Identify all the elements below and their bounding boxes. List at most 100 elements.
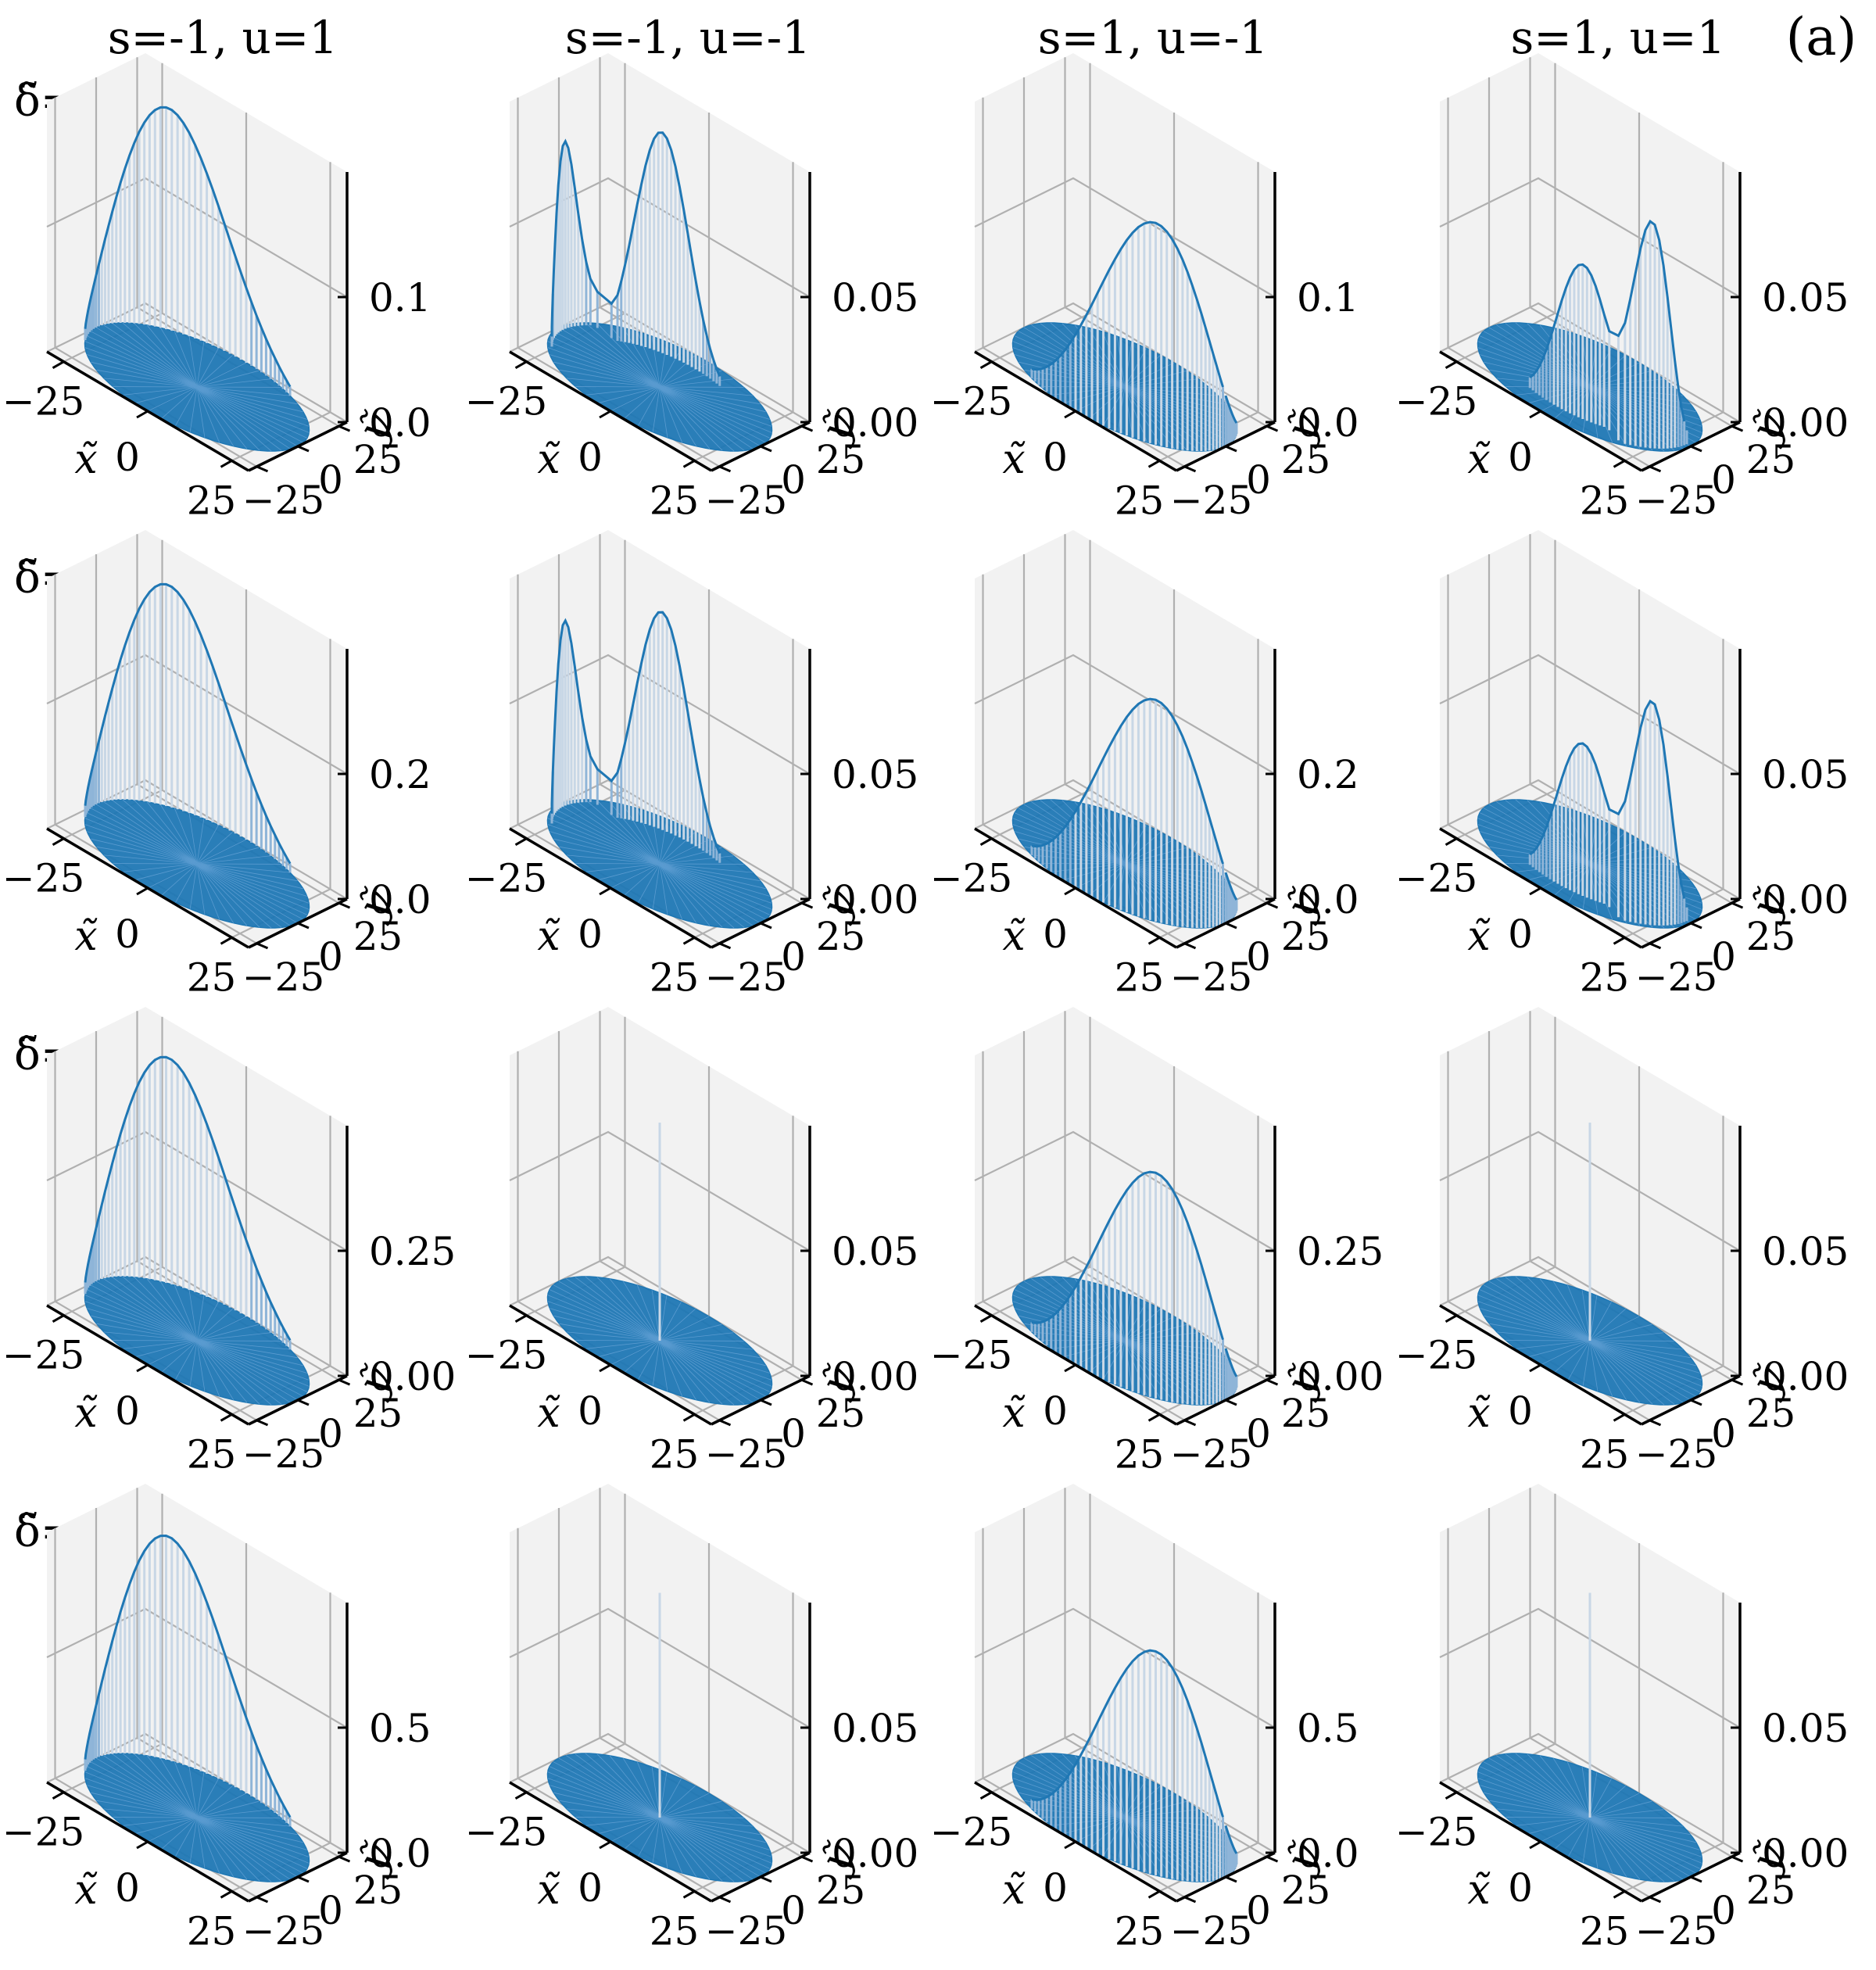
y-tick: [1649, 1419, 1662, 1427]
x-tick-label: 0: [115, 912, 140, 957]
surface-wire: [196, 1316, 247, 1341]
surface-wire: [1589, 1817, 1692, 1878]
x-axis-label: x̃: [1002, 1390, 1026, 1437]
y-tick: [1183, 465, 1197, 473]
surface-wire: [196, 1340, 298, 1359]
x-tick: [599, 1363, 611, 1373]
surface-wire: [1477, 818, 1591, 865]
x-tick-label: 0: [578, 912, 603, 957]
surface-wire: [659, 386, 668, 438]
x-tick-label: −25: [2, 1333, 85, 1378]
surface-wire: [196, 863, 291, 873]
y-tick: [1225, 1399, 1237, 1406]
surface-wire: [196, 1340, 234, 1400]
surface-wire: [1589, 1340, 1702, 1381]
surface-wire: [196, 1817, 304, 1874]
surface-wire: [585, 386, 661, 396]
surface-wire: [1589, 1809, 1664, 1818]
x-tick: [1064, 886, 1076, 896]
surface-wire: [196, 386, 234, 446]
surface-wire: [196, 1340, 272, 1406]
surface-ridge: [1031, 1649, 1224, 1818]
surface-wire: [1019, 1315, 1126, 1341]
surface-wire: [1589, 1817, 1691, 1836]
surface-wire: [1589, 1340, 1702, 1387]
x-tick-label: 0: [578, 435, 603, 480]
surface-wire: [1589, 1817, 1702, 1864]
surface-wire: [87, 354, 198, 388]
surface-wire: [1483, 808, 1591, 865]
surface-wire: [1477, 341, 1591, 388]
surface-wire: [652, 863, 661, 909]
surface-wire: [1087, 1758, 1126, 1818]
surface-wire: [1012, 1295, 1126, 1341]
figure-label: (a): [1786, 7, 1857, 67]
surface-wire: [1050, 799, 1126, 865]
surface-wire: [659, 1332, 734, 1341]
surface-wire: [659, 1340, 767, 1397]
surface-wire: [188, 813, 198, 865]
x-tick: [1147, 937, 1161, 945]
surface-wire: [659, 362, 710, 388]
y-tick: [297, 445, 310, 453]
surface-wire: [553, 1315, 661, 1341]
z-tick-label: 0.00: [1762, 1831, 1849, 1876]
surface-wire: [659, 1817, 754, 1827]
surface-wire: [196, 1340, 310, 1381]
y-tick-label: 0: [1246, 934, 1271, 980]
surface-wire: [659, 1817, 697, 1877]
surface-wire: [659, 1817, 711, 1880]
surface-wire: [1012, 1778, 1126, 1818]
x-axis-label: x̃: [74, 1390, 98, 1437]
x-tick: [220, 1890, 233, 1899]
y-tick: [800, 901, 814, 909]
x-tick: [1147, 460, 1161, 468]
y-tick: [256, 1419, 269, 1427]
surface-wire: [1568, 1817, 1591, 1857]
surface-wire: [146, 801, 198, 865]
surface-wire: [585, 863, 661, 872]
surface-wire: [1527, 1340, 1591, 1358]
surface-wire: [95, 1280, 198, 1341]
surface-wire: [1589, 1817, 1684, 1827]
surface-wire: [90, 331, 198, 388]
surface-wire: [659, 1340, 711, 1403]
z-tick-label: 0.0: [369, 400, 431, 446]
y-tick-label: 25: [353, 437, 403, 482]
surface-wire: [196, 1340, 291, 1350]
surface-wire: [146, 1755, 198, 1818]
surface-wire: [1012, 818, 1126, 865]
x-tick-label: 25: [1580, 478, 1630, 523]
x-tick: [220, 1413, 233, 1422]
surface-wire: [549, 1289, 661, 1341]
surface-wire: [1589, 863, 1641, 926]
surface-wire: [196, 863, 248, 926]
y-tick-label: 0: [1246, 457, 1271, 503]
surface-wire: [585, 799, 661, 865]
surface-wire: [1051, 1817, 1126, 1826]
surface-wire: [659, 839, 710, 865]
surface-wire: [659, 863, 766, 890]
surface-wire: [659, 1817, 668, 1868]
surface-wire: [659, 355, 696, 388]
surface-wire: [91, 1315, 198, 1341]
surface-wire: [196, 370, 260, 388]
surface-wire: [659, 386, 767, 443]
surface-wire: [86, 812, 198, 865]
surface-wire: [196, 1793, 247, 1818]
x-axis-label: x̃: [1467, 1867, 1491, 1914]
x-tick-label: −25: [930, 379, 1013, 424]
surface-wire: [196, 839, 247, 865]
surface-wire: [196, 1817, 310, 1864]
surface-wire: [134, 1817, 198, 1835]
surface-wire: [659, 386, 745, 451]
surface-wire: [196, 386, 304, 443]
surface-wire: [1589, 1340, 1613, 1397]
surface-wire: [87, 1785, 198, 1818]
x-tick-label: −25: [1395, 1810, 1478, 1855]
surface-wire: [597, 1817, 661, 1835]
